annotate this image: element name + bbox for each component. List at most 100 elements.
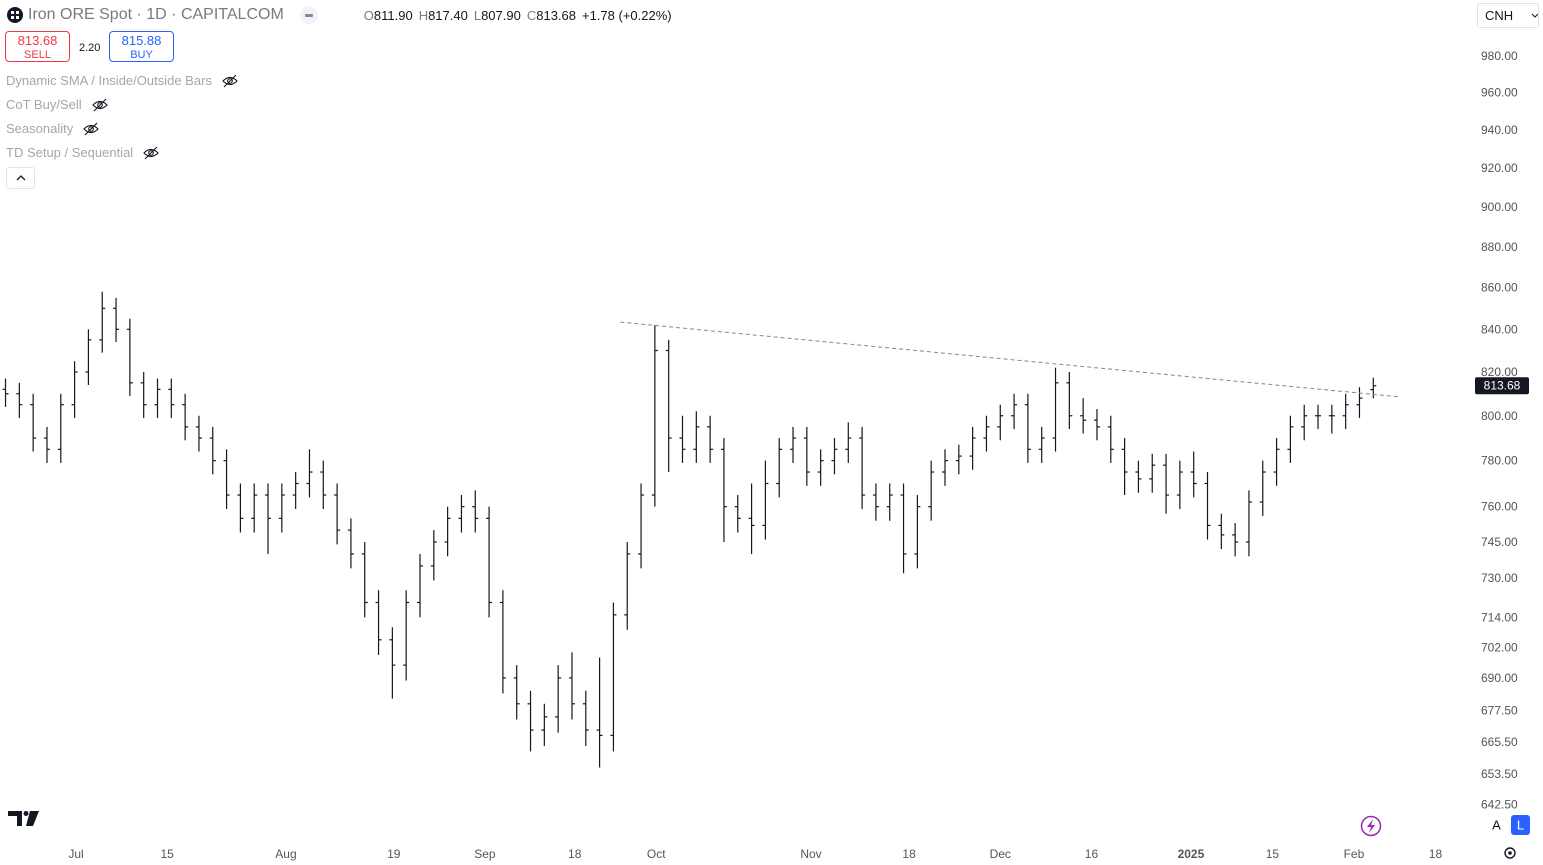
ohlc-key: O — [363, 7, 374, 23]
bolt-button[interactable] — [1360, 815, 1382, 837]
y-tick-label: 880.00 — [1481, 240, 1518, 254]
indicator[interactable]: Dynamic SMA / Inside/Outside Bars — [6, 73, 238, 88]
ohlc-bar — [720, 438, 727, 542]
ohlc-bar — [1066, 371, 1073, 430]
ohlc-bar — [1204, 472, 1211, 540]
y-tick-label: 860.00 — [1481, 281, 1518, 295]
collapse-dot[interactable] — [299, 6, 318, 24]
ohlc-bar — [596, 657, 603, 768]
ohlc-bar — [292, 472, 299, 509]
hidden-icon[interactable] — [91, 98, 108, 112]
ohlc-bar — [900, 483, 907, 574]
ohlc-bar — [845, 422, 852, 463]
ohlc-bar — [1273, 438, 1280, 486]
x-tick-label: Sep — [474, 847, 496, 861]
ohlc-bar — [1301, 404, 1308, 441]
ohlc-bar — [651, 325, 658, 507]
ohlc-key: H — [418, 7, 429, 23]
y-tick-label: 714.00 — [1481, 610, 1518, 624]
ohlc-bar — [1107, 415, 1114, 463]
ohlc-bar — [983, 415, 990, 452]
hidden-icon[interactable] — [143, 146, 159, 160]
hidden-icon[interactable] — [222, 74, 238, 88]
ohlc-bar — [817, 449, 824, 486]
symbol-title[interactable]: Iron ORE Spot · 1D · CAPITALCOM — [28, 6, 284, 23]
ohlc-bar — [278, 483, 285, 533]
ohlc-bar — [99, 291, 106, 353]
collapse-button[interactable] — [6, 167, 35, 189]
x-tick-label: 15 — [160, 847, 174, 861]
y-tick-label: 800.00 — [1481, 409, 1518, 423]
ohlc-bar — [334, 483, 341, 545]
ohlc-bar — [1149, 453, 1156, 493]
ohlc-bar — [679, 415, 686, 463]
y-tick-label: 730.00 — [1481, 571, 1518, 585]
ohlc-bar — [1052, 367, 1059, 452]
y-tick-label: 820.00 — [1481, 365, 1518, 379]
currency-select[interactable]: CNH — [1477, 3, 1539, 28]
y-tick-label: 642.50 — [1481, 797, 1518, 811]
ohlc-bar — [320, 460, 327, 509]
ohlc-bar — [513, 665, 520, 720]
y-tick-label: 780.00 — [1481, 454, 1518, 468]
y-tick-label: 840.00 — [1481, 322, 1518, 336]
ohlc-bar — [1245, 490, 1252, 557]
ohlc-bar — [361, 541, 368, 618]
y-tick-label: 665.50 — [1481, 735, 1518, 749]
ohlc-bar — [707, 415, 714, 463]
hidden-icon[interactable] — [83, 122, 99, 136]
indicator[interactable]: CoT Buy/Sell — [6, 97, 108, 112]
y-tick-label: 920.00 — [1481, 161, 1518, 175]
scale-button[interactable] — [1511, 815, 1530, 835]
settings-icon[interactable] — [1504, 847, 1516, 859]
x-tick-label: 18 — [568, 847, 582, 861]
indicator-name: Dynamic SMA / Inside/Outside Bars — [6, 73, 212, 88]
ohlc-bar — [209, 426, 216, 475]
ohlc-bar — [43, 426, 50, 463]
currency: CNH — [1485, 8, 1514, 23]
sell-label: SELL — [24, 49, 51, 61]
ohlc-bar — [444, 506, 451, 557]
ohlc-bar — [803, 426, 810, 486]
ohlc-bar — [375, 590, 382, 655]
x-tick-label: Nov — [800, 847, 821, 861]
ohlc-bar — [1024, 393, 1031, 463]
y-tick-label: 653.50 — [1481, 767, 1518, 781]
ohlc-item: H817.40 — [419, 8, 468, 23]
ohlc-bar — [555, 665, 562, 733]
scale-button[interactable] — [1487, 815, 1506, 835]
buy-button[interactable]: 815.88 BUY — [109, 31, 174, 62]
trend-line — [620, 321, 1401, 398]
ohlc-bar — [251, 483, 258, 533]
indicator[interactable]: Seasonality — [6, 121, 99, 136]
ohlc-bar — [886, 483, 893, 521]
ohlc-bar — [154, 378, 161, 418]
ohlc-bar — [1356, 387, 1363, 418]
ohlc-bar — [430, 530, 437, 581]
buy-price: 815.88 — [121, 33, 162, 48]
ohlc-value: 811.90 — [373, 7, 413, 23]
ohlc-bar — [458, 495, 465, 533]
last-price-label: 813.68 — [1484, 379, 1521, 393]
ohlc-bar — [113, 297, 120, 342]
ohlc-bar — [762, 460, 769, 540]
symbol-icon — [7, 7, 23, 23]
indicator[interactable]: TD Setup / Sequential — [6, 145, 159, 160]
ohlc-bar — [1190, 451, 1197, 498]
ohlc-bar — [665, 339, 672, 473]
ohlc-bar — [693, 411, 700, 463]
ohlc-bar — [859, 426, 866, 509]
ohlc-bar — [776, 438, 783, 498]
ohlc-key: L — [473, 7, 482, 23]
ohlc-bar — [1259, 460, 1266, 517]
y-tick-label: 960.00 — [1481, 86, 1518, 100]
ohlc-bar — [140, 371, 147, 418]
sell-button[interactable]: 813.68 SELL — [5, 31, 70, 62]
ohlc-bar — [1370, 377, 1377, 399]
y-tick-label: 702.00 — [1481, 640, 1518, 654]
ohlc-item: O811.90 — [364, 8, 413, 23]
y-tick-label: 745.00 — [1481, 535, 1518, 549]
ohlc-bar — [872, 483, 879, 521]
